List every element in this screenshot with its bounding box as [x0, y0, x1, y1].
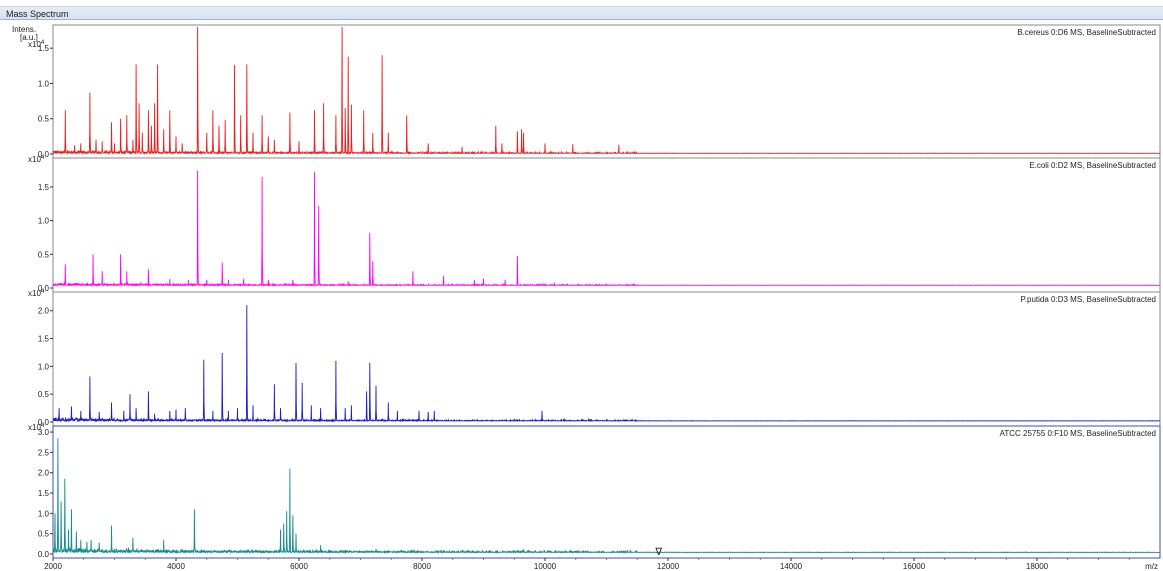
y-exponent-label: x104	[28, 155, 45, 164]
y-tick-label: 1.0	[38, 509, 50, 518]
x-axis-label: m/z	[1145, 562, 1158, 571]
y-tick-label: 0.0	[38, 550, 50, 559]
series-label: P.putida 0:D3 MS, BaselineSubtracted	[1021, 295, 1157, 304]
y-tick-label: 1.5	[38, 489, 50, 498]
y-axis-label-line1: Intens.	[12, 25, 36, 34]
y-exponent-label: x104	[28, 40, 45, 49]
y-tick-label: 0.5	[38, 115, 50, 124]
y-tick-label: 0.5	[38, 250, 50, 259]
spectrum-line	[52, 305, 1161, 423]
y-tick-label: 0.5	[38, 530, 50, 539]
x-tick-label: 18000	[1026, 562, 1049, 571]
y-tick-label: 0.0	[38, 418, 50, 427]
y-tick-label: 1.0	[38, 79, 50, 88]
y-tick-label: 1.5	[38, 44, 50, 53]
x-tick-label: 16000	[903, 562, 926, 571]
series-label: E.coli 0:D2 MS, BaselineSubtracted	[1029, 161, 1156, 170]
panel-frame	[52, 157, 1161, 293]
y-axis-label-line2: [a.u.]	[20, 33, 38, 42]
y-tick-label: 1.5	[38, 335, 50, 344]
window-title: Mass Spectrum	[6, 9, 69, 19]
y-tick-label: 1.0	[38, 217, 50, 226]
series-label: B.cereus 0:D6 MS, BaselineSubtracted	[1017, 28, 1156, 37]
panel-frame	[52, 425, 1161, 559]
y-tick-label: 0.5	[38, 390, 50, 399]
x-tick-label: 10000	[534, 562, 557, 571]
y-tick-label: 2.5	[38, 448, 50, 457]
window-top-strip	[0, 0, 1163, 7]
window-titlebar: Mass Spectrum	[0, 0, 1163, 20]
panel-frame	[52, 291, 1161, 427]
cursor-marker-icon: ∇	[654, 547, 662, 558]
x-tick-label: 8000	[413, 562, 431, 571]
y-tick-label: 2.0	[38, 307, 50, 316]
series-label: ATCC 25755 0:F10 MS, BaselineSubtracted	[1000, 429, 1156, 438]
y-exponent-label: x104	[28, 289, 45, 298]
x-tick-label: 12000	[657, 562, 680, 571]
spectrum-panel-3: 0.0 0.5 1.0 1.5 2.0 x104 P.putida 0:D3 MS, Bas…	[28, 289, 1161, 427]
spectrum-line	[52, 170, 1161, 288]
y-tick-label: 3.0	[38, 428, 50, 437]
spectrum-line	[52, 26, 1160, 156]
y-tick-label: 0.0	[38, 284, 50, 293]
y-tick-label: 1.5	[38, 183, 50, 192]
x-tick-label: 2000	[44, 562, 62, 571]
spectrum-panel-2: 0.0 0.5 1.0 1.5 x104 E.coli 0:D2 MS, Baseline…	[28, 155, 1161, 293]
y-tick-label: 0.0	[38, 150, 50, 159]
y-tick-label: 1.0	[38, 362, 50, 371]
x-tick-label: 14000	[780, 562, 803, 571]
x-tick-label: 4000	[167, 562, 185, 571]
x-tick-label: 6000	[290, 562, 308, 571]
spectrum-line	[52, 438, 1161, 555]
y-tick-label: 2.0	[38, 469, 50, 478]
y-exponent-label: x104	[28, 423, 45, 432]
